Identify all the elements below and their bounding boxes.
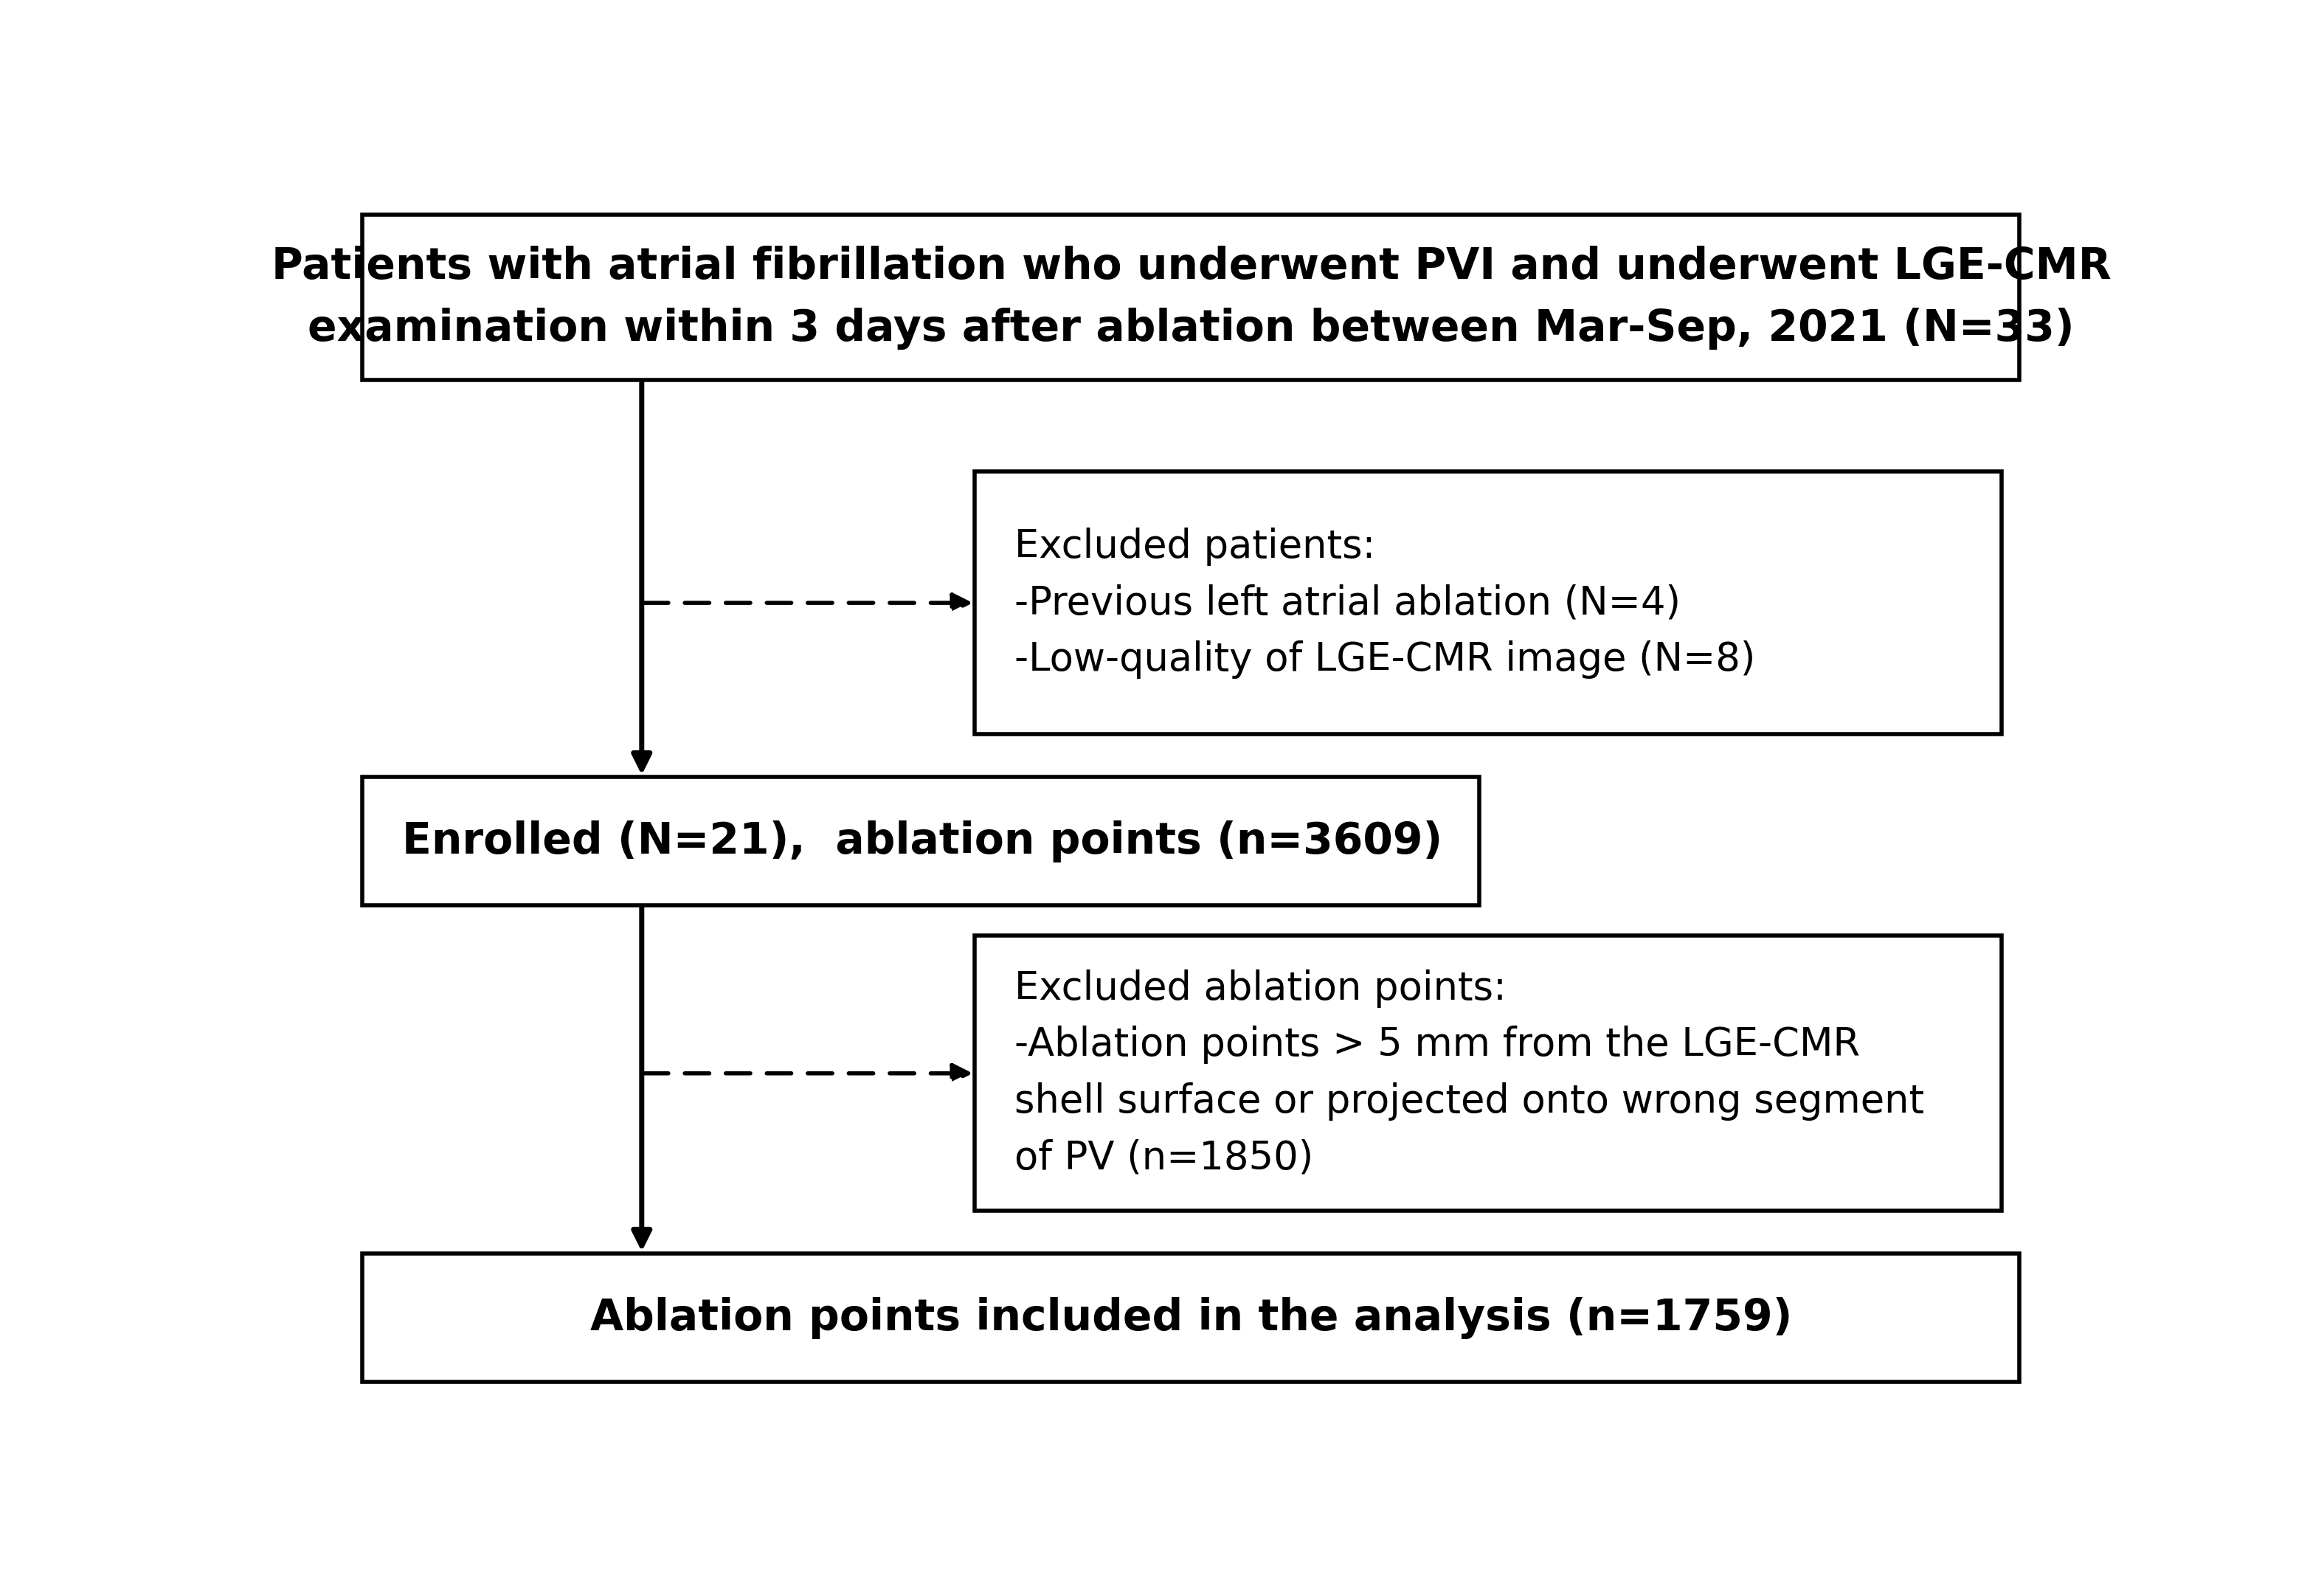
Text: Ablation points included in the analysis (n=1759): Ablation points included in the analysis… — [590, 1297, 1792, 1339]
Text: Excluded patients:
-Previous left atrial ablation (N=4)
-Low-quality of LGE-CMR : Excluded patients: -Previous left atrial… — [1016, 527, 1755, 679]
Text: Enrolled (N=21),  ablation points (n=3609): Enrolled (N=21), ablation points (n=3609… — [402, 820, 1443, 862]
FancyBboxPatch shape — [976, 936, 2001, 1211]
FancyBboxPatch shape — [363, 1254, 2020, 1382]
FancyBboxPatch shape — [976, 471, 2001, 735]
Text: Patients with atrial fibrillation who underwent PVI and underwent LGE-CMR
examin: Patients with atrial fibrillation who un… — [272, 246, 2110, 349]
FancyBboxPatch shape — [363, 214, 2020, 379]
Text: Excluded ablation points:
-Ablation points > 5 mm from the LGE-CMR
shell surface: Excluded ablation points: -Ablation poin… — [1016, 970, 1924, 1178]
FancyBboxPatch shape — [363, 778, 1480, 905]
